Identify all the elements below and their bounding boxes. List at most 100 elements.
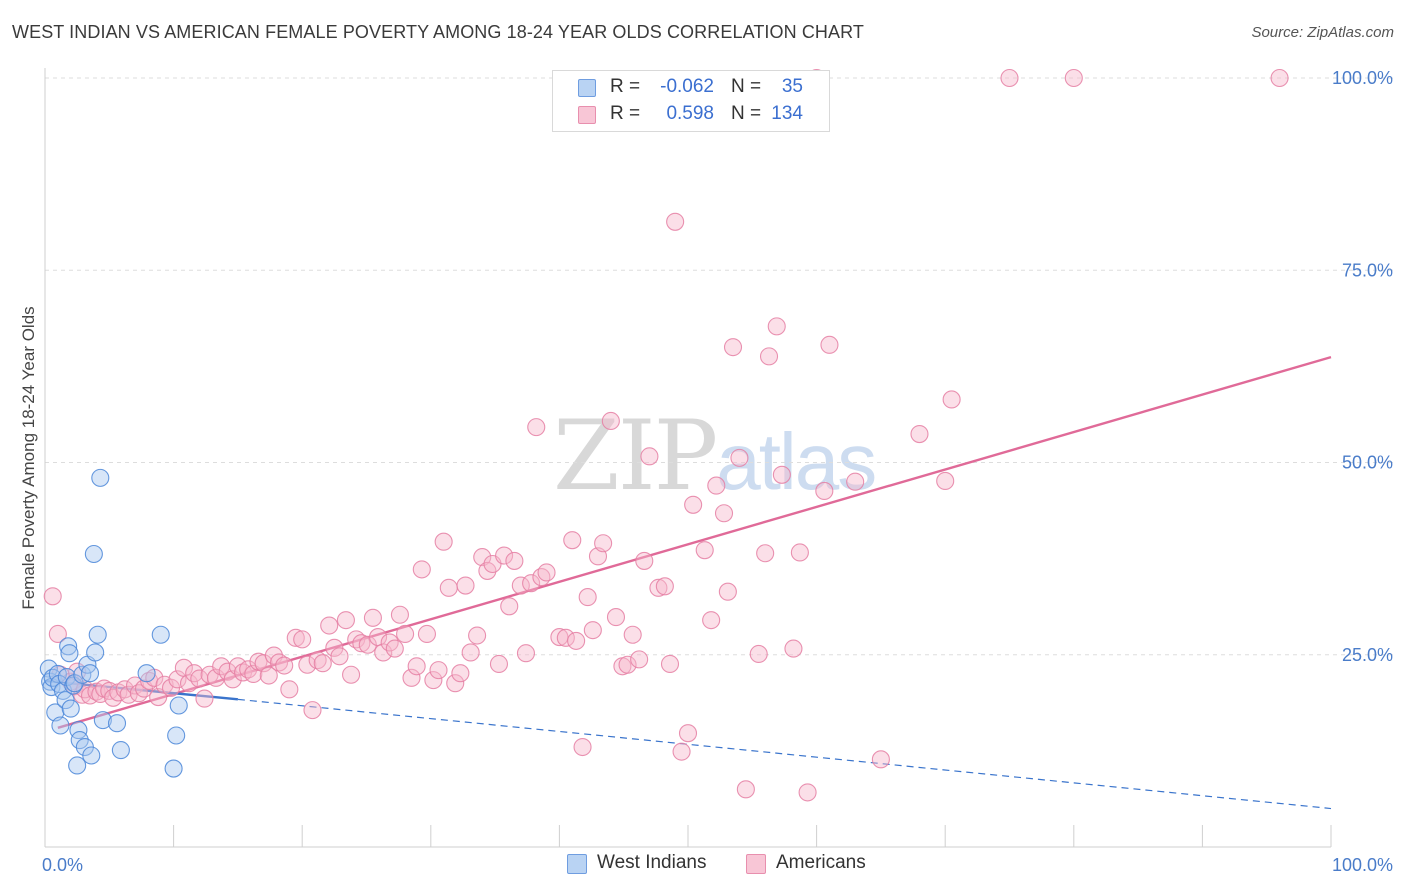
americans-point <box>527 418 546 437</box>
americans-point <box>784 639 803 658</box>
series-legend: West Indians Americans <box>0 852 1406 878</box>
americans-point <box>772 465 791 484</box>
americans-point <box>790 543 809 562</box>
label-layer: 25.0% 50.0% 75.0% 100.0% 0.0% 100.0% Female Po… <box>19 68 1393 875</box>
americans-point <box>640 447 659 466</box>
americans-point <box>707 476 726 495</box>
watermark: ZIPatlas <box>553 400 877 512</box>
americans-point <box>195 689 214 708</box>
americans-point <box>505 551 524 570</box>
americans-point <box>446 674 465 693</box>
x-tick-label: 100.0% <box>1332 855 1393 875</box>
americans-point <box>718 582 737 601</box>
americans-point <box>594 534 613 553</box>
trend-layer <box>44 355 1332 810</box>
west-indians-swatch <box>567 854 587 874</box>
americans-point <box>412 560 431 579</box>
americans-point <box>695 541 714 560</box>
legend-label-west-indians: West Indians <box>597 852 707 873</box>
americans-point <box>286 628 305 647</box>
americans-point <box>516 644 536 663</box>
americans-point <box>573 737 592 757</box>
legend-r-label: R = <box>610 103 641 124</box>
west-indians-point <box>86 643 105 662</box>
west-indians-point <box>73 665 92 684</box>
y-tick-label: 25.0% <box>1342 645 1393 665</box>
x-tick-label: 0.0% <box>42 855 83 875</box>
americans-point <box>429 661 448 680</box>
west-indians-point <box>80 664 100 683</box>
americans-point <box>407 657 426 676</box>
grid-layer <box>45 77 1395 656</box>
americans-point <box>522 574 541 593</box>
americans-point <box>275 656 294 675</box>
source-label: Source: ZipAtlas.com <box>1251 24 1394 41</box>
west-indians-trend-extension <box>237 698 1332 810</box>
americans-point <box>578 588 597 607</box>
americans-point <box>451 664 470 683</box>
americans-point <box>942 390 961 409</box>
americans-point <box>352 634 371 653</box>
americans-point <box>601 411 620 431</box>
americans-point <box>468 626 487 645</box>
chart-title: WEST INDIAN VS AMERICAN FEMALE POVERTY A… <box>12 22 865 42</box>
americans-point <box>684 495 703 514</box>
americans-point <box>660 654 680 674</box>
americans-point <box>358 635 377 654</box>
americans-point <box>672 742 691 761</box>
americans-point <box>702 611 721 630</box>
americans-point <box>298 655 317 674</box>
west-indians-point <box>84 544 103 564</box>
americans-point <box>179 674 199 693</box>
americans-point <box>815 481 834 501</box>
legend-n-value: 134 <box>771 103 803 124</box>
y-tick-label: 100.0% <box>1332 68 1393 88</box>
legend-n-label: N = <box>731 103 762 124</box>
americans-point <box>714 504 734 523</box>
americans-point <box>1064 68 1083 88</box>
americans-point <box>325 638 344 657</box>
americans-point <box>473 548 492 567</box>
legend-r-value: -0.062 <box>660 76 714 97</box>
west-indians-point <box>39 659 58 678</box>
americans-point <box>655 577 674 596</box>
y-axis-label: Female Poverty Among 18-24 Year Olds <box>19 306 38 609</box>
west-indians-point <box>107 714 127 733</box>
legend-r-value: 0.598 <box>666 103 714 124</box>
points-layer <box>39 68 1289 802</box>
americans-point <box>374 643 393 662</box>
americans-point <box>759 347 779 366</box>
y-tick-label: 50.0% <box>1342 453 1393 473</box>
legend-n-value: 35 <box>781 76 803 97</box>
americans-point <box>402 668 421 687</box>
west-indians-point <box>51 716 70 735</box>
west-indians-point <box>91 468 110 487</box>
americans-point <box>500 597 519 616</box>
americans-point <box>723 338 743 357</box>
americans-point <box>330 647 349 666</box>
americans-point <box>678 724 698 743</box>
americans-point <box>1000 68 1019 88</box>
americans-point <box>635 551 654 570</box>
west-indians-point <box>151 625 170 644</box>
legend-n-label: N = <box>731 76 762 97</box>
americans-point <box>363 608 382 627</box>
west-indians-point <box>61 699 80 718</box>
west-indians-point <box>59 637 78 656</box>
americans-point <box>424 671 443 690</box>
west-indians-point <box>167 726 186 745</box>
americans-point <box>43 587 62 606</box>
americans-swatch <box>578 106 596 124</box>
west-indians-point <box>68 756 87 775</box>
americans-point <box>767 317 786 336</box>
watermark-atlas: atlas <box>716 417 877 506</box>
legend-row-west-indians: R = -0.062 N = 35 <box>553 74 829 100</box>
americans-point <box>439 578 458 597</box>
americans-point <box>618 655 637 674</box>
americans-point <box>336 611 355 630</box>
americans-point <box>434 532 453 551</box>
americans-point <box>313 654 332 673</box>
americans-point <box>1270 68 1289 88</box>
west-indians-point <box>82 746 101 765</box>
